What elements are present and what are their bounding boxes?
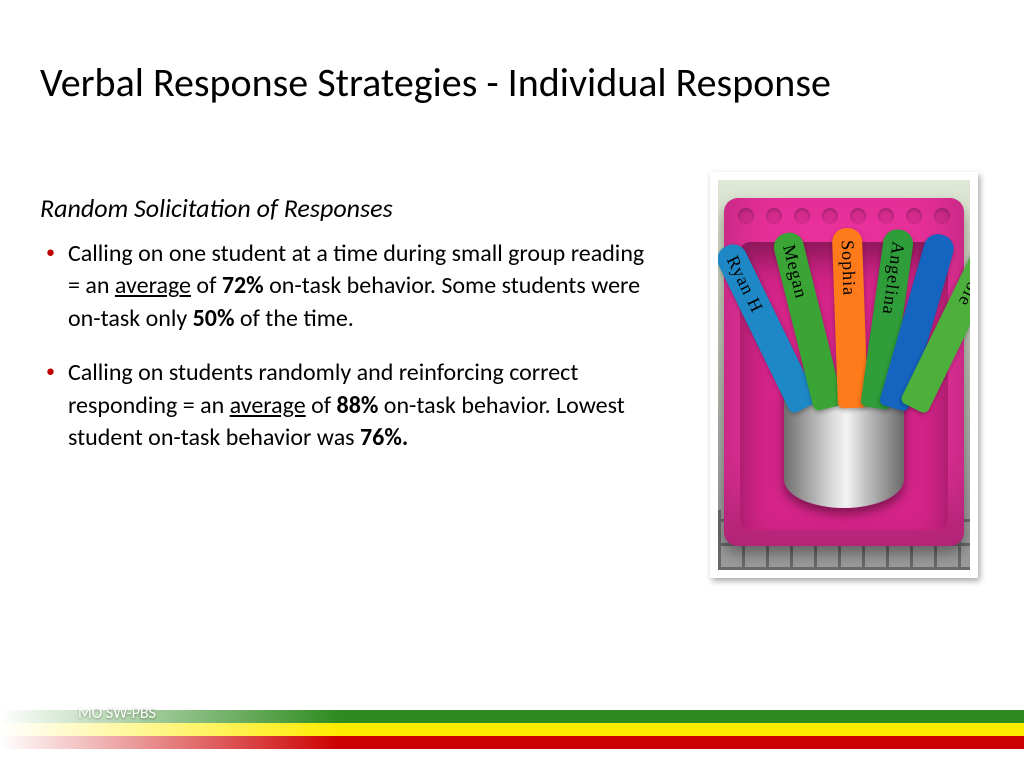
stick-label: Megan xyxy=(778,242,812,300)
basket-interior: Ryan HMeganSophiaAngelinaNicole xyxy=(740,242,948,530)
text-bold: 72% xyxy=(222,271,264,300)
text-underlined: average xyxy=(115,271,191,300)
slide-subtitle: Random Solicitation of Responses xyxy=(40,192,393,224)
stick-label: Ryan H xyxy=(722,252,768,316)
bullet-2: Calling on students randomly and reinfor… xyxy=(40,357,660,454)
footer-label: MO SW-PBS xyxy=(78,704,156,723)
text-bold: 88% xyxy=(337,391,379,420)
text-bold: 76%. xyxy=(360,423,408,452)
stripe-fade xyxy=(0,710,340,750)
photo-frame: Ryan H Megan Sophia Angelina Nicole xyxy=(710,172,978,578)
text: of xyxy=(191,271,222,300)
stick-label: Angelina xyxy=(878,240,909,316)
popsicle-sticks: Ryan HMeganSophiaAngelinaNicole xyxy=(754,228,934,408)
pink-basket: Ryan HMeganSophiaAngelinaNicole xyxy=(724,198,964,546)
bullet-1: Calling on one student at a time during … xyxy=(40,238,660,335)
photo: Ryan H Megan Sophia Angelina Nicole xyxy=(718,180,970,570)
text: of the time. xyxy=(234,304,353,333)
footer-stripes: MO SW-PBS xyxy=(0,710,1024,750)
body-content: Calling on one student at a time during … xyxy=(40,238,660,476)
slide: Verbal Response Strategies - Individual … xyxy=(0,0,1024,768)
text-bold: 50% xyxy=(193,304,235,333)
stick-label: Sophia xyxy=(837,240,860,297)
stick-label: Nicole xyxy=(954,252,970,310)
text: of xyxy=(306,391,337,420)
slide-title: Verbal Response Strategies - Individual … xyxy=(40,58,984,107)
text-underlined: average xyxy=(230,391,306,420)
